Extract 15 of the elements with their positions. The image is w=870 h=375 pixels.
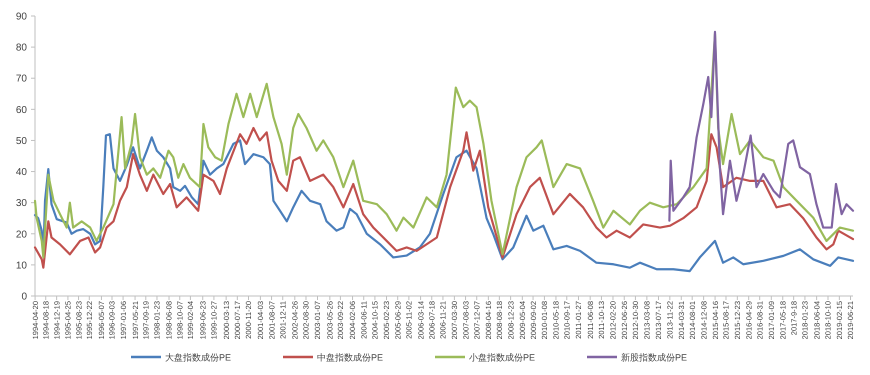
y-tick-label: 40 [16,167,28,178]
y-tick-label: 20 [16,229,28,240]
y-tick-label: 70 [16,74,28,85]
y-tick-label: 80 [16,42,28,54]
legend-label: 新股指数成份PE [621,352,688,362]
legend-label: 中盘指数成份PE [317,352,384,362]
line-series [668,30,854,229]
y-tick-label: 50 [16,136,28,147]
legend-label: 大盘指数成份PE [165,352,232,362]
legend-label: 小盘指数成份PE [469,352,536,362]
y-tick-label: 60 [16,104,28,116]
y-tick-label: 10 [16,260,28,272]
y-tick-label: 90 [16,12,28,22]
y-tick-label: 0 [21,292,28,302]
y-tick-label: 30 [16,198,28,210]
